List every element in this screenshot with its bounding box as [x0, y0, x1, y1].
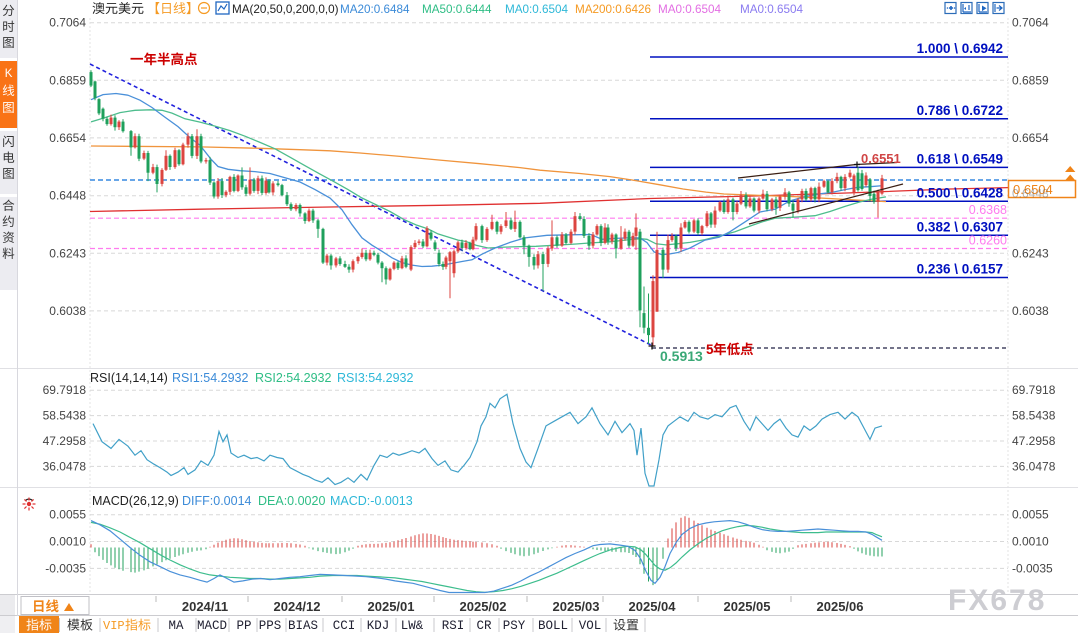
svg-text:0.6260: 0.6260 [969, 234, 1007, 248]
svg-text:0.0055: 0.0055 [1012, 508, 1049, 522]
svg-text:58.5438: 58.5438 [43, 409, 87, 423]
svg-text:0.6368: 0.6368 [969, 203, 1007, 217]
svg-text:K: K [5, 68, 13, 80]
svg-text:0.0055: 0.0055 [49, 508, 86, 522]
svg-text:BOLL: BOLL [538, 619, 568, 633]
svg-text:CR: CR [476, 619, 492, 633]
svg-text:0.6038: 0.6038 [49, 304, 86, 318]
svg-text:MA200:0.6426: MA200:0.6426 [575, 3, 651, 16]
svg-text:CCI: CCI [333, 619, 356, 633]
svg-text:2025/01: 2025/01 [368, 599, 415, 614]
svg-text:PSY: PSY [503, 619, 526, 633]
svg-text:1.000 \ 0.6942: 1.000 \ 0.6942 [917, 41, 1003, 56]
svg-text:2025/03: 2025/03 [553, 599, 600, 614]
svg-text:0.500 \ 0.6428: 0.500 \ 0.6428 [917, 185, 1004, 200]
svg-text:2024/12: 2024/12 [274, 599, 321, 614]
svg-text:0.786 \ 0.6722: 0.786 \ 0.6722 [917, 103, 1003, 118]
svg-text:RSI1:54.2932: RSI1:54.2932 [172, 371, 248, 385]
svg-text:0.6243: 0.6243 [49, 246, 86, 260]
svg-text:-0.0035: -0.0035 [1012, 561, 1053, 575]
svg-text:2025/02: 2025/02 [460, 599, 507, 614]
svg-text:0.5913: 0.5913 [660, 348, 703, 364]
svg-text:0.6448: 0.6448 [1012, 187, 1049, 201]
svg-text:2025/05: 2025/05 [724, 599, 771, 614]
svg-text:LW&: LW& [401, 619, 424, 633]
svg-text:RSI(14,14,14): RSI(14,14,14) [90, 371, 168, 385]
svg-text:2025/04: 2025/04 [629, 599, 677, 614]
svg-text:RSI2:54.2932: RSI2:54.2932 [255, 371, 331, 385]
svg-text:VIP: VIP [103, 619, 125, 633]
svg-text:0.6859: 0.6859 [49, 73, 86, 87]
svg-text:5: 5 [706, 342, 714, 357]
svg-text:MA(20,50,0,200,0,0): MA(20,50,0,200,0,0) [232, 3, 339, 16]
svg-text:0.236 \ 0.6157: 0.236 \ 0.6157 [917, 261, 1003, 276]
svg-text:DEA:0.0020: DEA:0.0020 [258, 494, 325, 508]
svg-text:KDJ: KDJ [367, 619, 390, 633]
svg-text:36.0478: 36.0478 [43, 459, 87, 473]
svg-text:2025/06: 2025/06 [817, 599, 864, 614]
svg-text:DIFF:0.0014: DIFF:0.0014 [182, 494, 252, 508]
svg-text:0.6654: 0.6654 [1012, 131, 1049, 145]
svg-text:RSI: RSI [442, 619, 465, 633]
svg-text:0.6551: 0.6551 [861, 151, 901, 166]
svg-text:MA0:0.6504: MA0:0.6504 [658, 3, 722, 16]
svg-text:RSI3:54.2932: RSI3:54.2932 [337, 371, 413, 385]
svg-text:0.618 \ 0.6549: 0.618 \ 0.6549 [917, 151, 1003, 166]
svg-text:MA0:0.6504: MA0:0.6504 [740, 3, 804, 16]
svg-text:MACD(26,12,9): MACD(26,12,9) [92, 494, 179, 508]
svg-text:69.7918: 69.7918 [43, 383, 87, 397]
svg-text:58.5438: 58.5438 [1012, 409, 1056, 423]
svg-text:MACD: MACD [197, 619, 227, 633]
svg-text:PP: PP [236, 619, 251, 633]
svg-text:MACD:-0.0013: MACD:-0.0013 [330, 494, 413, 508]
svg-text:MA50:0.6444: MA50:0.6444 [422, 3, 492, 16]
svg-text:0.382 \ 0.6307: 0.382 \ 0.6307 [917, 219, 1003, 234]
svg-text:0.6448: 0.6448 [49, 189, 86, 203]
svg-text:0.6654: 0.6654 [49, 131, 86, 145]
svg-text:0.6038: 0.6038 [1012, 304, 1049, 318]
svg-text:VOL: VOL [579, 619, 602, 633]
svg-text:69.7918: 69.7918 [1012, 383, 1056, 397]
svg-text:FX678: FX678 [948, 584, 1046, 617]
svg-text:-0.0035: -0.0035 [45, 561, 86, 575]
svg-text:BIAS: BIAS [288, 619, 318, 633]
svg-text:0.6243: 0.6243 [1012, 246, 1049, 260]
svg-text:0.7064: 0.7064 [49, 16, 86, 30]
svg-text:0.6504: 0.6504 [1013, 182, 1053, 197]
svg-text:0.0010: 0.0010 [1012, 535, 1049, 549]
svg-text:PPS: PPS [259, 619, 282, 633]
svg-text:0.7064: 0.7064 [1012, 16, 1049, 30]
svg-text:0.6859: 0.6859 [1012, 73, 1049, 87]
svg-text:2024/11: 2024/11 [182, 599, 228, 614]
svg-text:47.2958: 47.2958 [1012, 434, 1056, 448]
svg-text:47.2958: 47.2958 [43, 434, 87, 448]
svg-text:0.0010: 0.0010 [49, 535, 86, 549]
svg-text:MA0:0.6504: MA0:0.6504 [505, 3, 569, 16]
svg-text:MA20:0.6484: MA20:0.6484 [340, 3, 410, 16]
svg-text:MA: MA [168, 619, 184, 633]
svg-text:36.0478: 36.0478 [1012, 459, 1056, 473]
